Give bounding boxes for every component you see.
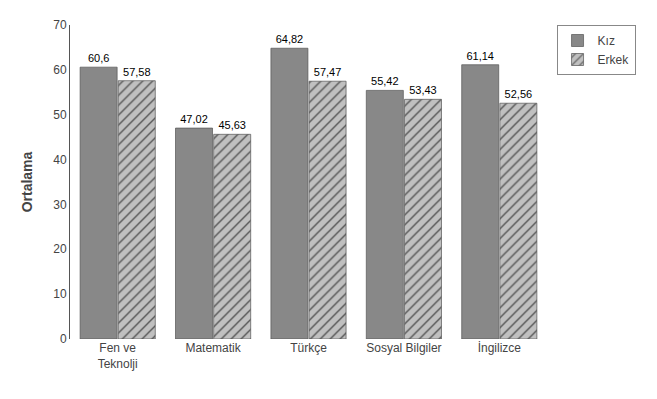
- svg-text:47,02: 47,02: [180, 113, 208, 125]
- svg-text:Kız: Kız: [598, 34, 615, 48]
- svg-text:0: 0: [60, 332, 67, 346]
- svg-text:Fen veTeknolji: Fen veTeknolji: [98, 341, 138, 371]
- svg-text:İngilizce: İngilizce: [478, 341, 522, 355]
- svg-text:Sosyal Bilgiler: Sosyal Bilgiler: [366, 341, 441, 355]
- svg-text:53,43: 53,43: [409, 84, 437, 96]
- svg-text:57,47: 57,47: [314, 66, 342, 78]
- svg-text:Ortalama: Ortalama: [19, 151, 35, 212]
- svg-text:60,6: 60,6: [88, 52, 109, 64]
- svg-text:30: 30: [53, 198, 67, 212]
- svg-text:10: 10: [53, 287, 67, 301]
- svg-text:61,14: 61,14: [466, 50, 494, 62]
- svg-text:50: 50: [53, 108, 67, 122]
- svg-text:Türkçe: Türkçe: [290, 341, 327, 355]
- svg-text:Matematik: Matematik: [185, 341, 241, 355]
- svg-text:52,56: 52,56: [505, 88, 533, 100]
- svg-text:57,58: 57,58: [123, 66, 151, 78]
- svg-text:64,82: 64,82: [276, 33, 304, 45]
- svg-text:40: 40: [53, 153, 67, 167]
- svg-text:55,42: 55,42: [371, 75, 399, 87]
- svg-text:60: 60: [53, 63, 67, 77]
- svg-text:20: 20: [53, 242, 67, 256]
- svg-text:45,63: 45,63: [218, 119, 246, 131]
- svg-text:Erkek: Erkek: [598, 53, 630, 67]
- svg-text:70: 70: [53, 18, 67, 32]
